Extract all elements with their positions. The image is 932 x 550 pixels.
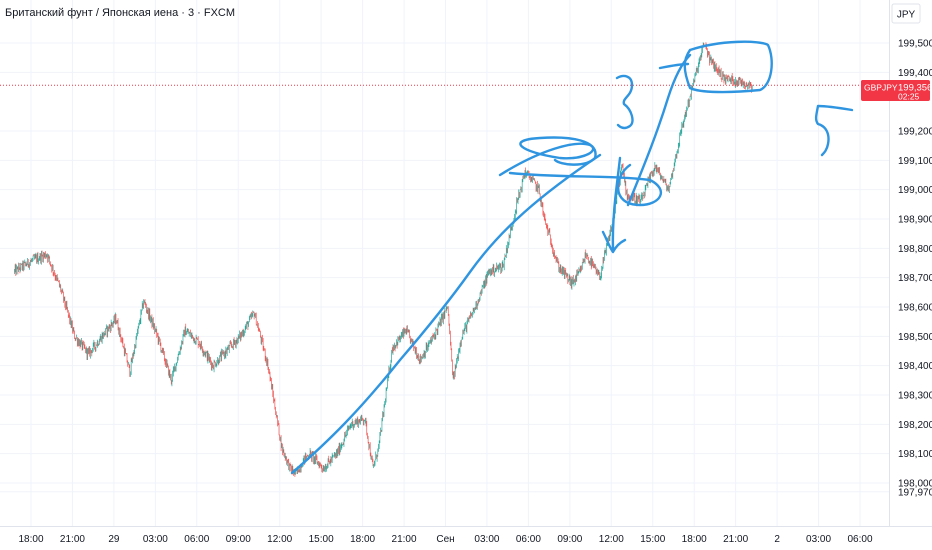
oval-middle[interactable]	[508, 163, 663, 207]
y-tick-label: 199,1000	[898, 156, 932, 167]
y-tick-label: 198,5000	[898, 332, 932, 343]
x-tick-label: 29	[108, 534, 120, 545]
y-tick-label: 199,5000	[898, 39, 932, 50]
symbol-title: Британский фунт / Японская иена · 3 · FX…	[5, 7, 235, 19]
time-scale[interactable]: 18:00 21:00 29 03:00 06:00 09:00 12:00 15:00 18:…	[0, 526, 932, 546]
grid	[0, 0, 889, 526]
x-tick-label: 06:00	[516, 534, 541, 545]
ticker-label: GBPJPY	[864, 83, 898, 93]
y-tick-label: 198,2000	[898, 420, 932, 431]
x-tick-label: 03:00	[143, 534, 168, 545]
currency-badge[interactable]	[891, 3, 921, 24]
y-tick-label: 197,9700	[898, 487, 932, 498]
x-tick-label: Сен	[436, 534, 454, 545]
x-tick-label: 21:00	[60, 534, 85, 545]
drawings	[290, 40, 854, 475]
x-tick-label: 18:00	[350, 534, 375, 545]
y-tick-label: 198,3000	[898, 391, 932, 402]
x-tick-label: 09:00	[557, 534, 582, 545]
x-tick-label: 21:00	[392, 534, 417, 545]
countdown-label: 02:25	[898, 92, 920, 102]
price-scale[interactable]: 197,9700198,0000 198,1000 198,2000 198,3000…	[861, 0, 932, 526]
y-tick-label: 198,6000	[898, 303, 932, 314]
label-3[interactable]	[615, 74, 634, 130]
x-tick-label: 03:00	[806, 534, 831, 545]
y-tick-label: 198,9000	[898, 215, 932, 226]
x-tick-label: 03:00	[474, 534, 499, 545]
x-tick-label: 18:00	[18, 534, 43, 545]
y-tick-label: 199,2000	[898, 127, 932, 138]
top-box[interactable]	[683, 40, 773, 94]
x-tick-label: 09:00	[226, 534, 251, 545]
down-arrow[interactable]	[601, 156, 627, 254]
y-tick-label: 198,1000	[898, 449, 932, 460]
y-tick-label: 198,8000	[898, 244, 932, 255]
currency-label: JPY	[897, 10, 916, 21]
x-tick-label: 15:00	[309, 534, 334, 545]
x-tick-label: 12:00	[599, 534, 624, 545]
scribble-top[interactable]	[498, 136, 597, 177]
y-tick-label: 199,4000	[898, 68, 932, 79]
trend-line-2[interactable]	[626, 53, 692, 207]
x-tick-label: 06:00	[184, 534, 209, 545]
trend-line-1[interactable]	[290, 153, 602, 475]
y-tick-label: 199,0000	[898, 185, 932, 196]
x-tick-label: 06:00	[847, 534, 872, 545]
x-tick-label: 15:00	[640, 534, 665, 545]
label-5[interactable]	[814, 104, 854, 157]
candles	[14, 42, 753, 477]
x-tick-label: 2	[774, 534, 780, 545]
y-tick-label: 198,7000	[898, 273, 932, 284]
y-tick-label: 198,0000	[898, 479, 932, 490]
x-tick-label: 21:00	[723, 534, 748, 545]
top-arrow[interactable]	[658, 62, 690, 70]
x-tick-label: 12:00	[267, 534, 292, 545]
y-tick-label: 198,4000	[898, 361, 932, 372]
x-tick-label: 18:00	[682, 534, 707, 545]
